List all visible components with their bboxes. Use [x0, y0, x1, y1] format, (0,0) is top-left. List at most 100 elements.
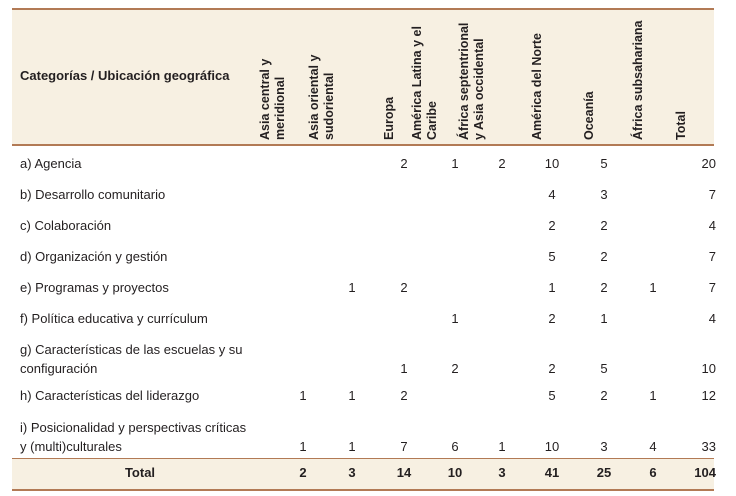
- table-cell: 1: [498, 439, 506, 454]
- row-label-line: d) Organización y gestión: [20, 249, 168, 264]
- table-cell: 1: [348, 439, 356, 454]
- row-total-cell: 10: [701, 361, 716, 376]
- column-header-line: Asia central y: [258, 58, 272, 140]
- column-header-line: África subsahariana: [630, 20, 645, 141]
- table-cell: 1: [451, 156, 459, 171]
- total-top-rule: [12, 458, 714, 459]
- table-cell: 2: [600, 388, 608, 403]
- row-label-line: h) Características del liderazgo: [20, 388, 200, 403]
- row-total-cell: 20: [701, 156, 716, 171]
- column-header-line: meridional: [273, 76, 287, 140]
- table-cell: 10: [544, 156, 560, 171]
- total-label: Total: [124, 465, 156, 480]
- column-header-line: Europa: [381, 96, 396, 140]
- row-label-line: y (multi)culturales: [20, 439, 122, 454]
- row-label-line: c) Colaboración: [20, 218, 112, 233]
- total-cell: 6: [649, 465, 657, 480]
- row-label-line: e) Programas y proyectos: [20, 280, 169, 295]
- column-header-label: Asia central y meridional: [258, 59, 288, 140]
- table-cell: 1: [451, 311, 459, 326]
- table-cell: 1: [348, 280, 356, 295]
- total-cell: 3: [498, 465, 506, 480]
- column-header-line: América del Norte: [529, 33, 544, 140]
- header-background: [12, 10, 714, 144]
- total-cell: 25: [596, 465, 612, 480]
- top-rule: [12, 8, 714, 10]
- table-cell: 1: [649, 388, 657, 403]
- column-header-line: África septentrional: [457, 22, 471, 140]
- table-cell: 1: [299, 439, 307, 454]
- table-cell: 10: [544, 439, 560, 454]
- table-cell: 2: [498, 156, 506, 171]
- column-header-label: Asia oriental y sudoriental: [307, 55, 337, 140]
- row-label: c) Colaboración: [20, 216, 111, 235]
- row-label: a) Agencia: [20, 154, 81, 173]
- row-label: d) Organización y gestión: [20, 247, 167, 266]
- table-cell: 2: [451, 361, 459, 376]
- table-cell: 2: [600, 249, 608, 264]
- table-cell: 2: [400, 156, 408, 171]
- table-cell: 5: [548, 249, 556, 264]
- table-cell: 2: [548, 361, 556, 376]
- row-label-line: configuración: [20, 361, 98, 376]
- table-cell: 6: [451, 439, 459, 454]
- row-label: h) Características del liderazgo: [20, 386, 199, 405]
- column-header-line: sudoriental: [322, 72, 336, 140]
- total-cell: 2: [299, 465, 307, 480]
- column-header-line: América Latina y el: [410, 26, 424, 140]
- column-header-label: África subsahariana: [631, 21, 646, 141]
- row-label-line: f) Política educativa y currículum: [20, 311, 208, 326]
- row-total-cell: 7: [708, 249, 716, 264]
- column-header-line: Caribe: [425, 101, 439, 140]
- table-cell: 3: [600, 439, 608, 454]
- row-label: b) Desarrollo comunitario: [20, 185, 165, 204]
- grand-total-cell: 104: [694, 465, 716, 480]
- column-header-label: África septentrional y Asia occidental: [457, 23, 487, 140]
- header-rule: [12, 144, 714, 146]
- column-header-label: Total: [674, 111, 689, 140]
- row-label-line: a) Agencia: [20, 156, 82, 171]
- table-cell: 3: [600, 187, 608, 202]
- table-cell: 5: [600, 156, 608, 171]
- table-cell: 2: [600, 218, 608, 233]
- table-cell: 4: [649, 439, 657, 454]
- total-cell: 3: [348, 465, 356, 480]
- column-header-line: Total: [673, 111, 688, 140]
- row-total-cell: 7: [708, 280, 716, 295]
- column-header-line: y Asia occidental: [472, 38, 486, 140]
- table-cell: 1: [649, 280, 657, 295]
- table-cell: 1: [348, 388, 356, 403]
- row-total-cell: 4: [708, 218, 716, 233]
- table-cell: 2: [400, 388, 408, 403]
- total-row-background: [12, 459, 714, 489]
- row-label: f) Política educativa y currículum: [20, 309, 208, 328]
- column-header-label: América Latina y el Caribe: [410, 26, 440, 140]
- table-cell: 1: [600, 311, 608, 326]
- category-header: Categorías / Ubicación geográfica: [20, 68, 230, 83]
- row-label: e) Programas y proyectos: [20, 278, 169, 297]
- row-total-cell: 4: [708, 311, 716, 326]
- row-label-line: b) Desarrollo comunitario: [20, 187, 166, 202]
- row-label-line: i) Posicionalidad y perspectivas crítica…: [20, 420, 247, 435]
- table-cell: 1: [299, 388, 307, 403]
- table-cell: 7: [400, 439, 408, 454]
- column-header-label: América del Norte: [530, 33, 545, 140]
- table-cell: 1: [548, 280, 556, 295]
- row-label: g) Características de las escuelas y su c…: [20, 340, 243, 378]
- row-label-line: g) Características de las escuelas y su: [20, 342, 243, 357]
- column-header-label: Oceanía: [582, 91, 597, 140]
- column-header-label: Europa: [382, 97, 397, 140]
- column-header-line: Oceanía: [581, 91, 596, 140]
- bottom-rule: [12, 489, 714, 491]
- row-total-cell: 7: [708, 187, 716, 202]
- table-cell: 4: [548, 187, 556, 202]
- total-cell: 41: [544, 465, 560, 480]
- total-cell: 14: [396, 465, 412, 480]
- row-label: i) Posicionalidad y perspectivas crítica…: [20, 418, 246, 456]
- table-cell: 2: [548, 311, 556, 326]
- column-header-line: Asia oriental y: [307, 54, 321, 140]
- row-total-cell: 33: [701, 439, 716, 454]
- table-cell: 2: [400, 280, 408, 295]
- table-cell: 5: [600, 361, 608, 376]
